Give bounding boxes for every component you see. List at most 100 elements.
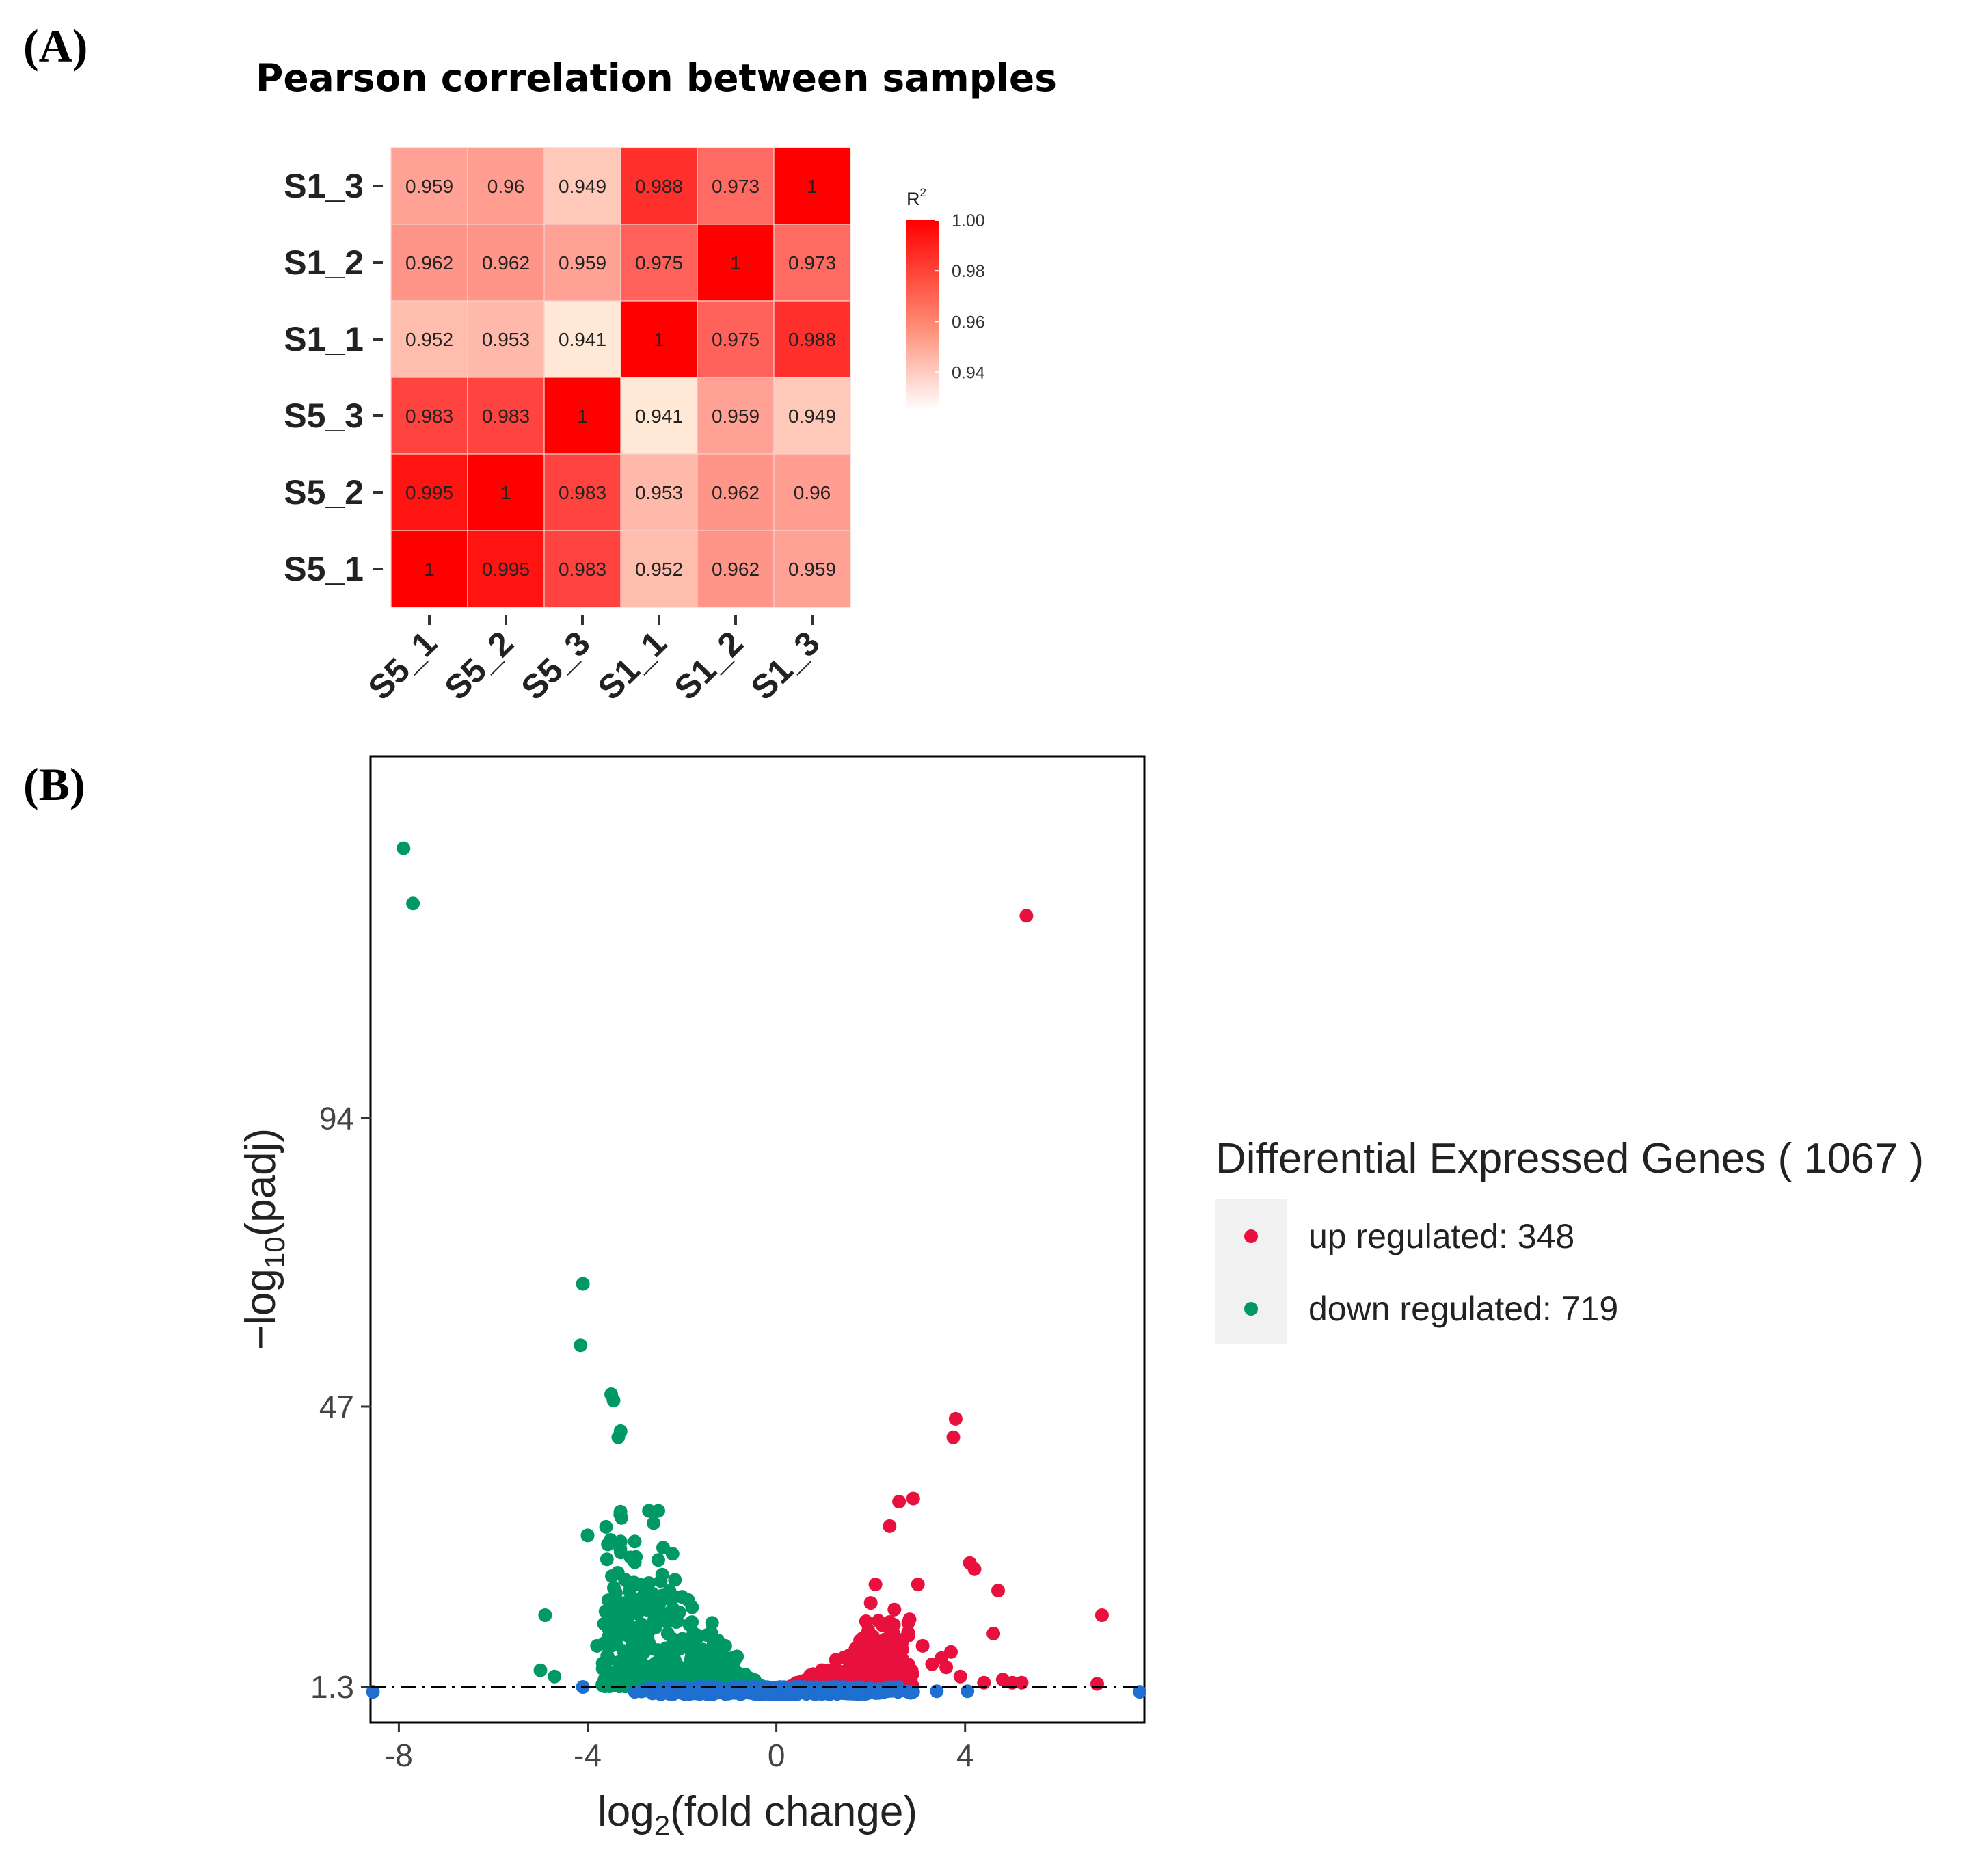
heatmap-cell-label: 0.952 bbox=[405, 329, 453, 350]
up-point bbox=[939, 1660, 954, 1675]
volcano-x-ticks: -8 -4 0 4 bbox=[385, 1723, 974, 1773]
heatmap-cell bbox=[390, 300, 468, 378]
ns-point bbox=[680, 1680, 694, 1694]
heatmap-x-tick-label: S1_1 bbox=[591, 624, 674, 707]
up-point bbox=[911, 1578, 925, 1592]
up-point bbox=[915, 1638, 930, 1653]
heatmap-y-tick-label: S1_1 bbox=[284, 320, 364, 358]
heatmap-y-labels: S1_3 S1_2 S1_1 S5_3 S5_2 S5_1 bbox=[284, 167, 383, 588]
up-point bbox=[986, 1626, 1001, 1640]
heatmap-legend: R2 1.00 0.98 0.96 0.94 bbox=[906, 186, 985, 410]
down-point bbox=[624, 1621, 639, 1635]
down-point bbox=[611, 1430, 626, 1444]
down-point bbox=[628, 1555, 642, 1569]
volcano-x-axis-label: log2(fold change) bbox=[597, 1788, 917, 1841]
heatmap-cell bbox=[773, 224, 851, 302]
heatmap-cell-label: 1 bbox=[807, 176, 818, 197]
x-label-rest: (fold change) bbox=[670, 1788, 917, 1835]
up-point bbox=[967, 1562, 982, 1576]
volcano-plot-area bbox=[369, 755, 1146, 1724]
heatmap-cell bbox=[543, 300, 621, 378]
heatmap-cell-label: 0.962 bbox=[405, 252, 453, 274]
down-point bbox=[623, 1602, 637, 1616]
down-point bbox=[533, 1663, 548, 1677]
heatmap-cell-label: 0.983 bbox=[559, 559, 606, 580]
x-label-log: log bbox=[597, 1788, 654, 1835]
heatmap-cell-label: 0.962 bbox=[482, 252, 530, 274]
x-tick-label: -4 bbox=[574, 1738, 602, 1773]
ns-point bbox=[906, 1685, 920, 1699]
down-point bbox=[597, 1617, 611, 1631]
legend-title-r: R bbox=[906, 189, 920, 209]
down-point bbox=[710, 1660, 725, 1673]
down-point bbox=[615, 1511, 629, 1525]
heatmap-x-tick-label: S5_3 bbox=[514, 624, 597, 707]
y-label-rest: (padj) bbox=[237, 1128, 284, 1237]
up-point bbox=[892, 1632, 906, 1647]
heatmap-cell bbox=[467, 377, 545, 455]
heatmap-x-tick-label: S1_2 bbox=[667, 624, 751, 707]
heatmap-y-tick-label: S5_1 bbox=[284, 550, 364, 588]
heatmap-cell bbox=[697, 300, 775, 378]
down-point bbox=[613, 1620, 628, 1634]
y-label-sub: 10 bbox=[258, 1236, 291, 1268]
down-point bbox=[605, 1569, 619, 1583]
volcano-legend-title: Differential Expressed Genes ( 1067 ) bbox=[1215, 1135, 1924, 1182]
ns-point bbox=[664, 1680, 678, 1694]
down-point bbox=[604, 1638, 618, 1653]
ns-point bbox=[815, 1683, 829, 1697]
heatmap-cell bbox=[390, 530, 468, 608]
down-point bbox=[652, 1504, 665, 1518]
up-point bbox=[867, 1661, 881, 1675]
down-point bbox=[590, 1638, 604, 1653]
down-point bbox=[665, 1547, 680, 1561]
up-point bbox=[887, 1602, 902, 1617]
down-point bbox=[670, 1614, 684, 1628]
up-point bbox=[871, 1614, 885, 1628]
heatmap-cell-label: 0.973 bbox=[788, 252, 836, 274]
down-point bbox=[599, 1519, 613, 1534]
ns-point bbox=[743, 1682, 757, 1697]
up-point bbox=[868, 1578, 883, 1592]
heatmap-cell-label: 0.953 bbox=[482, 329, 530, 350]
down-point bbox=[647, 1614, 661, 1628]
up-point bbox=[1094, 1608, 1109, 1622]
y-label-prefix: −log bbox=[237, 1268, 284, 1350]
heatmap-x-labels: S5_1S5_2S5_3S1_1S1_2S1_3 bbox=[361, 615, 827, 707]
down-point bbox=[652, 1553, 665, 1567]
up-point bbox=[953, 1669, 967, 1684]
down-point bbox=[406, 896, 420, 911]
y-tick-label: 47 bbox=[319, 1389, 354, 1424]
heatmap-y-tick-label: S1_2 bbox=[284, 243, 364, 282]
up-point bbox=[1019, 909, 1034, 923]
heatmap-colorbar bbox=[906, 220, 939, 410]
heatmap-legend-title: R2 bbox=[906, 186, 926, 209]
heatmap-cell-label: 1 bbox=[654, 329, 664, 350]
up-point bbox=[878, 1638, 892, 1653]
heatmap-y-tick-label: S5_2 bbox=[284, 473, 364, 511]
y-tick-label: 1.3 bbox=[310, 1669, 354, 1705]
down-point bbox=[580, 1528, 595, 1543]
heatmap-cell-label: 0.983 bbox=[482, 405, 530, 427]
down-point bbox=[684, 1645, 699, 1659]
legend-tick-label: 0.96 bbox=[952, 312, 985, 332]
ns-point bbox=[867, 1683, 881, 1697]
legend-down-label: down regulated: 719 bbox=[1308, 1290, 1618, 1328]
heatmap-chart: Pearson correlation between samples 0.95… bbox=[256, 56, 1057, 707]
heatmap-cell-label: 0.949 bbox=[788, 405, 836, 427]
down-point bbox=[647, 1516, 661, 1530]
heatmap-cell-label: 0.962 bbox=[712, 559, 760, 580]
down-point bbox=[618, 1669, 632, 1684]
down-point bbox=[682, 1617, 697, 1632]
heatmap-cell bbox=[620, 300, 698, 378]
down-point bbox=[668, 1573, 682, 1587]
x-label-sub: 2 bbox=[654, 1809, 670, 1841]
heatmap-cell bbox=[543, 147, 621, 225]
heatmap-cell bbox=[620, 530, 698, 608]
up-point bbox=[925, 1657, 939, 1671]
y-tick-label: 94 bbox=[319, 1100, 354, 1136]
heatmap-cell-label: 0.96 bbox=[487, 176, 525, 197]
